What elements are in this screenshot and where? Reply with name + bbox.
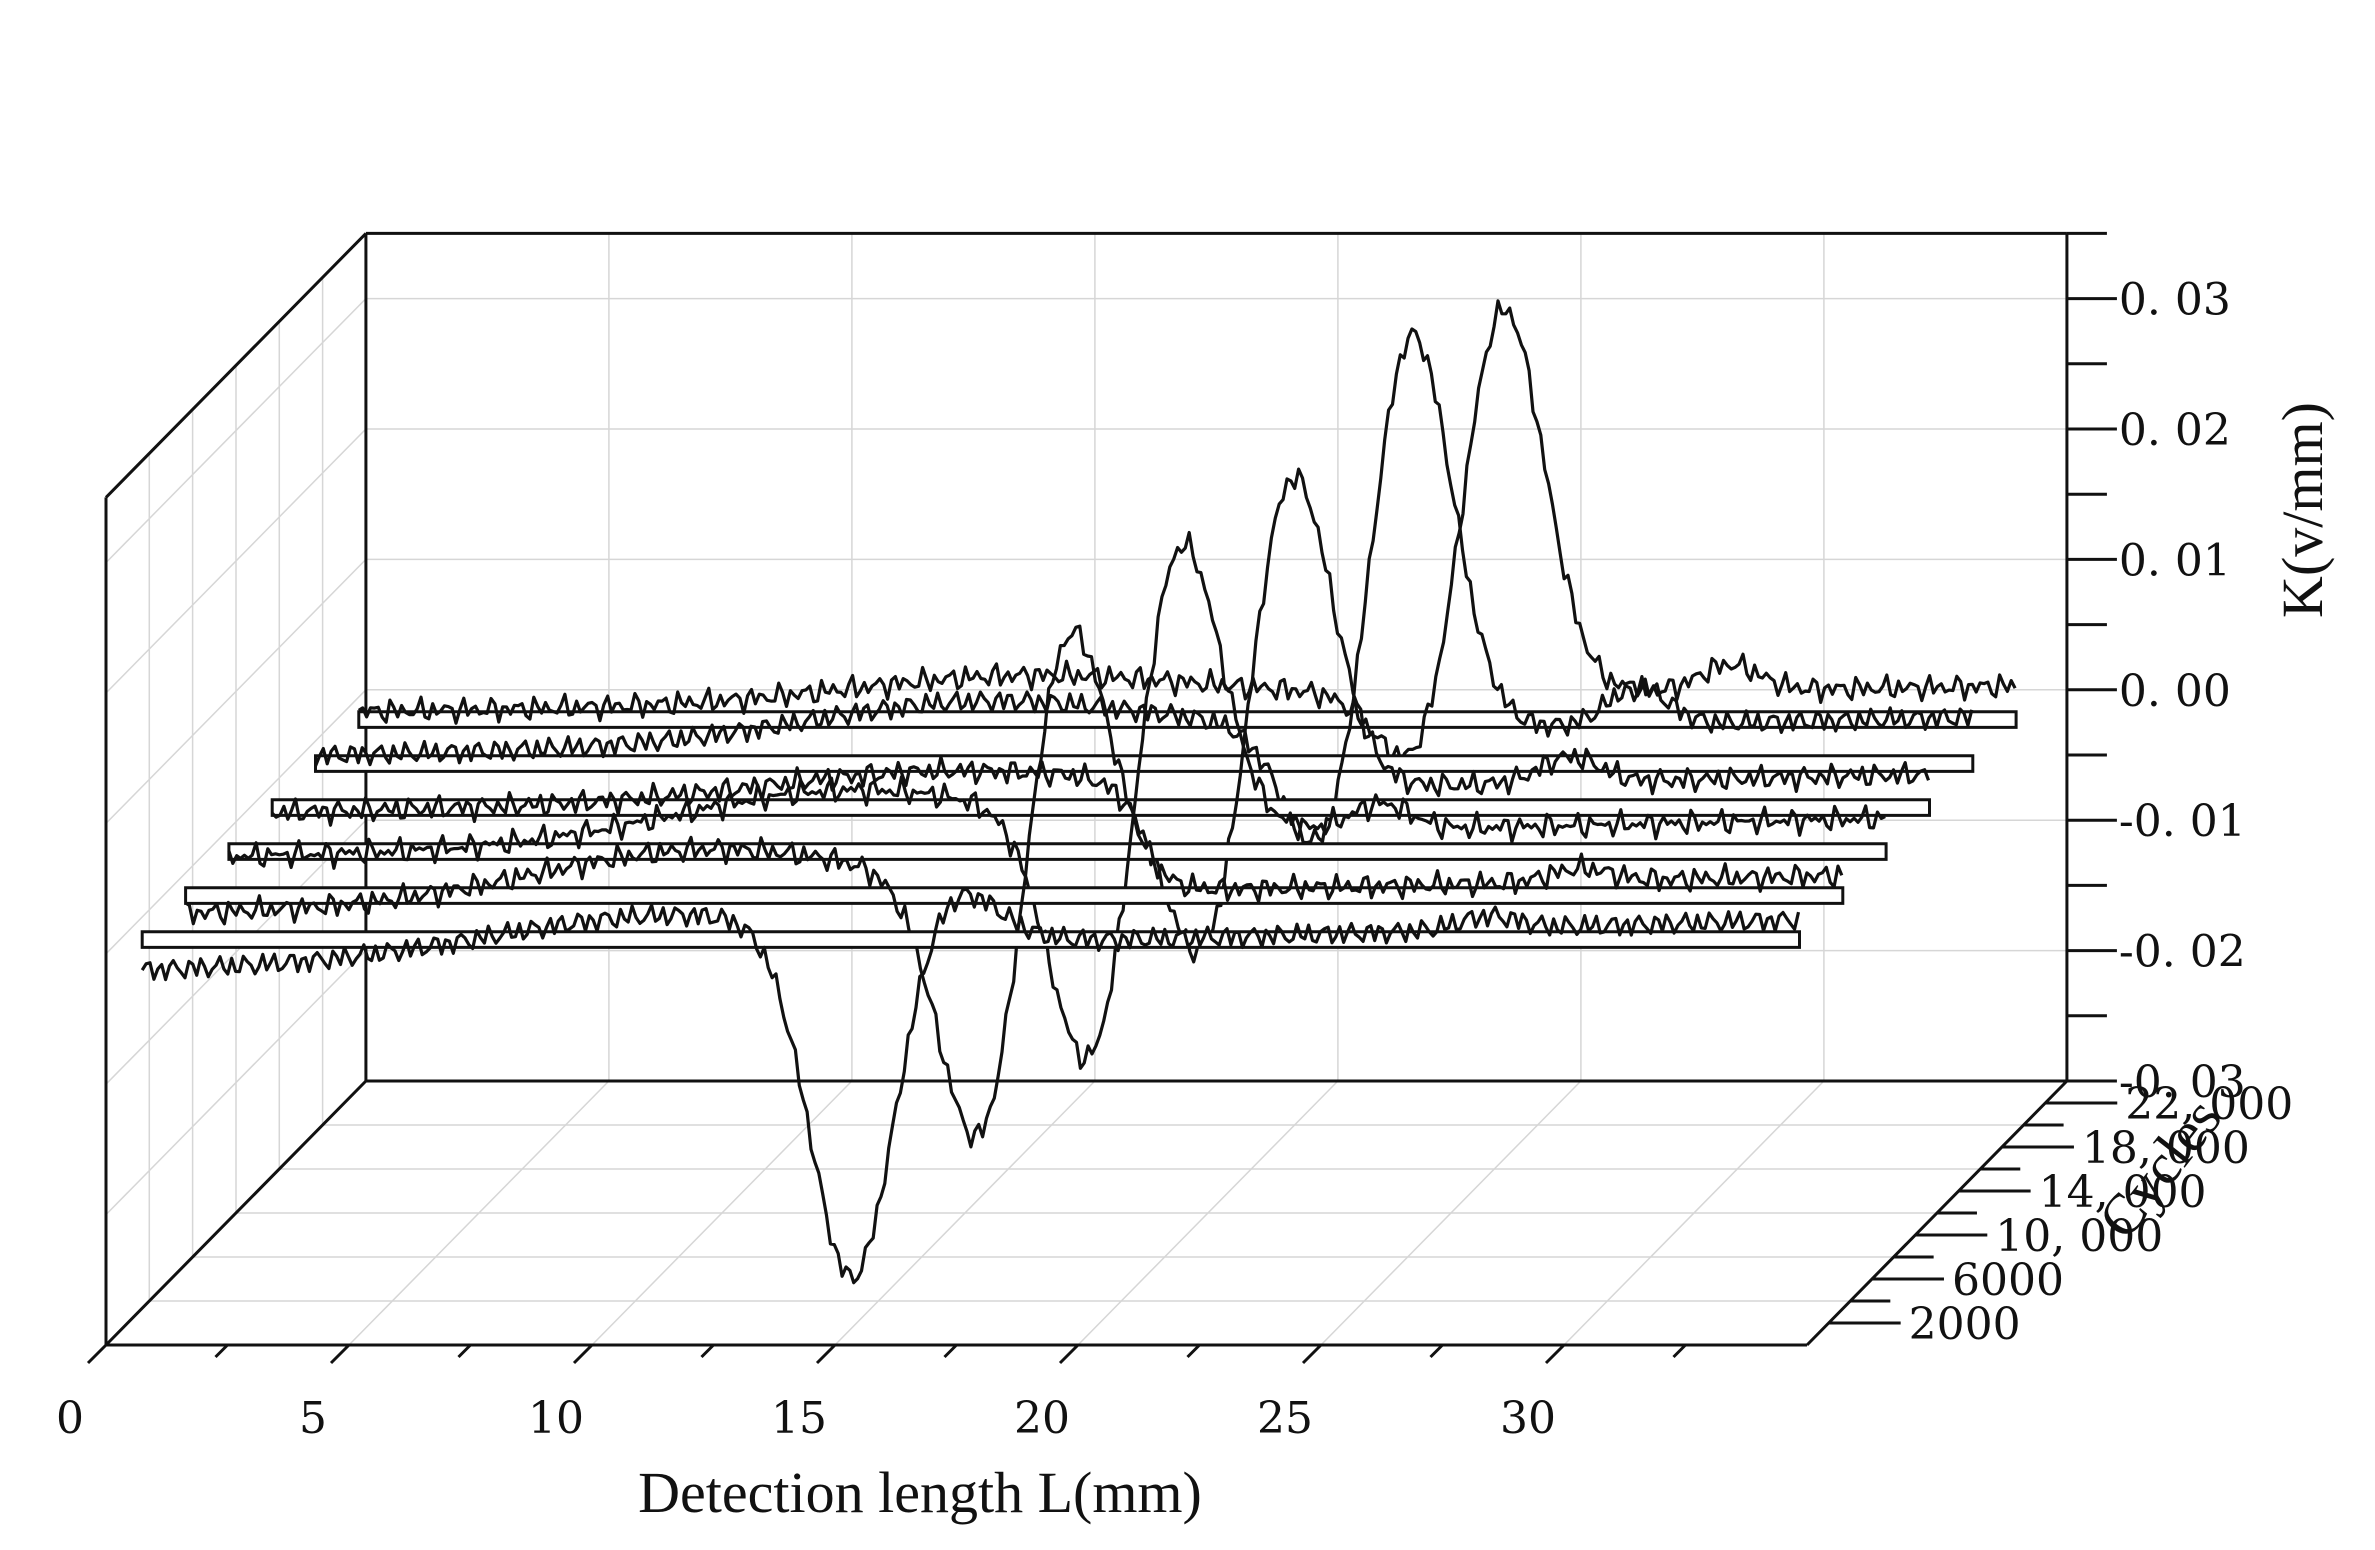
grid-line-cycles	[191, 409, 1894, 1258]
series-line-10,000	[227, 530, 1886, 1070]
frame-edge	[104, 232, 367, 499]
x-tick-label: 25	[1257, 1393, 1313, 1444]
k-tick-label: 0. 00	[2119, 666, 2231, 717]
x-tick-label: 30	[1500, 1393, 1556, 1444]
x-tick-mark	[86, 1343, 108, 1365]
x-tick-label: 5	[299, 1393, 327, 1444]
series-line-22,000	[357, 299, 2017, 765]
cycles-tick-label: 6000	[1952, 1255, 2064, 1306]
x-tick-mark	[1058, 1343, 1080, 1365]
z-axis-title: K(v/mm)	[2270, 402, 2335, 618]
x-axis-title: Detection length L(mm)	[638, 1460, 1202, 1525]
x-minor-tick	[943, 1343, 958, 1359]
x-minor-tick	[214, 1343, 229, 1359]
x-minor-tick	[457, 1343, 472, 1359]
x-tick-label: 20	[1014, 1393, 1070, 1444]
x-tick-label: 10	[528, 1393, 584, 1444]
x-minor-tick	[1186, 1343, 1201, 1359]
x-tick-mark	[329, 1343, 351, 1365]
k-tick-label: 0. 01	[2119, 535, 2231, 586]
k-tick-label: 0. 02	[2119, 405, 2231, 456]
x-minor-tick	[1672, 1343, 1687, 1359]
series-line-2000	[140, 887, 1801, 1285]
series-line-6000	[184, 624, 1844, 1149]
grid-line-k	[105, 949, 2067, 1216]
grid-line-k	[105, 558, 2067, 824]
series-baseline-18,000	[314, 754, 1975, 773]
x-tick-mark	[572, 1343, 594, 1365]
k-tick-label: -0. 03	[2119, 1057, 2246, 1108]
grid-line-k	[105, 297, 2067, 564]
axis-frame	[104, 231, 2069, 1347]
grid-line-k	[105, 428, 2067, 694]
series-line-18,000	[314, 327, 1974, 845]
grid-lines	[105, 233, 2067, 1346]
cycles-tick-label: 18, 000	[2082, 1123, 2250, 1174]
cycles-tick-label: 2000	[1909, 1299, 2021, 1350]
x-minor-tick	[700, 1343, 715, 1359]
cycles-tick-label: 10, 000	[1995, 1211, 2163, 1262]
cycles-tick-label: 22, 000	[2125, 1079, 2293, 1130]
series-group	[140, 299, 2018, 1285]
cycles-tick-label: 14, 000	[2039, 1167, 2207, 1218]
series-line-14,000	[271, 467, 1931, 964]
frame-edge	[104, 1079, 367, 1347]
k-tick-label: 0. 03	[2119, 275, 2231, 326]
x-minor-tick	[1429, 1343, 1444, 1359]
grid-line-cycles	[278, 321, 1981, 1170]
grid-line-cycles	[148, 453, 1851, 1302]
x-tick-label: 15	[771, 1393, 827, 1444]
grid-line-x	[348, 233, 610, 1346]
grid-line-x	[834, 233, 1096, 1346]
x-tick-mark	[815, 1343, 837, 1365]
x-tick-label: 0	[56, 1393, 84, 1444]
x-tick-mark	[1301, 1343, 1323, 1365]
x-tick-mark	[1544, 1343, 1566, 1365]
grid-line-cycles	[235, 365, 1937, 1214]
k-tick-label: -0. 01	[2119, 796, 2246, 847]
k-tick-label: -0. 02	[2119, 927, 2246, 978]
